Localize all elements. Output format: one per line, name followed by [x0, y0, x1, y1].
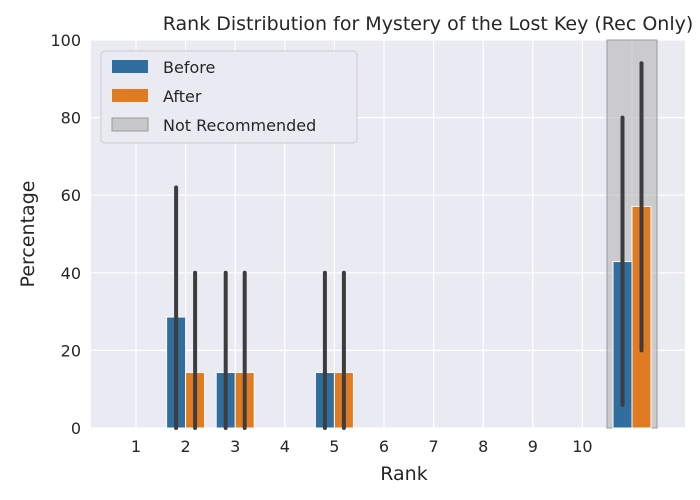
- x-tick-label: 5: [329, 437, 339, 456]
- x-tick-label: 2: [181, 437, 191, 456]
- error-bars: [174, 61, 644, 430]
- chart-title: Rank Distribution for Mystery of the Los…: [163, 13, 694, 35]
- y-tick-label: 100: [50, 31, 81, 50]
- x-tick-label: 4: [280, 437, 290, 456]
- x-tick-label: 10: [572, 437, 592, 456]
- x-tick-label: 7: [429, 437, 439, 456]
- y-tick-label: 60: [61, 186, 81, 205]
- legend-swatch-before: [112, 60, 148, 73]
- y-tick-labels: 0 20 40 60 80 100: [50, 31, 81, 438]
- y-axis-label: Percentage: [17, 181, 39, 288]
- x-tick-label: 8: [478, 437, 488, 456]
- y-tick-label: 80: [61, 109, 81, 128]
- legend: Before After Not Recommended: [100, 50, 358, 144]
- legend-swatch-not-recommended: [111, 117, 149, 132]
- legend-swatch-after: [112, 89, 148, 102]
- legend-frame: [100, 50, 358, 144]
- legend-label-not-recommended: Not Recommended: [163, 116, 316, 135]
- y-tick-label: 40: [61, 264, 81, 283]
- y-tick-label: 20: [61, 341, 81, 360]
- legend-label-after: After: [163, 87, 202, 106]
- x-tick-labels: 1 2 3 4 5 6 7 8 9 10: [131, 437, 593, 456]
- y-tick-label: 0: [71, 419, 81, 438]
- x-tick-label: 1: [131, 437, 141, 456]
- legend-label-before: Before: [163, 58, 215, 77]
- x-tick-label: 9: [528, 437, 538, 456]
- x-tick-label: 3: [230, 437, 240, 456]
- x-axis-label: Rank: [380, 463, 427, 485]
- x-tick-label: 6: [379, 437, 389, 456]
